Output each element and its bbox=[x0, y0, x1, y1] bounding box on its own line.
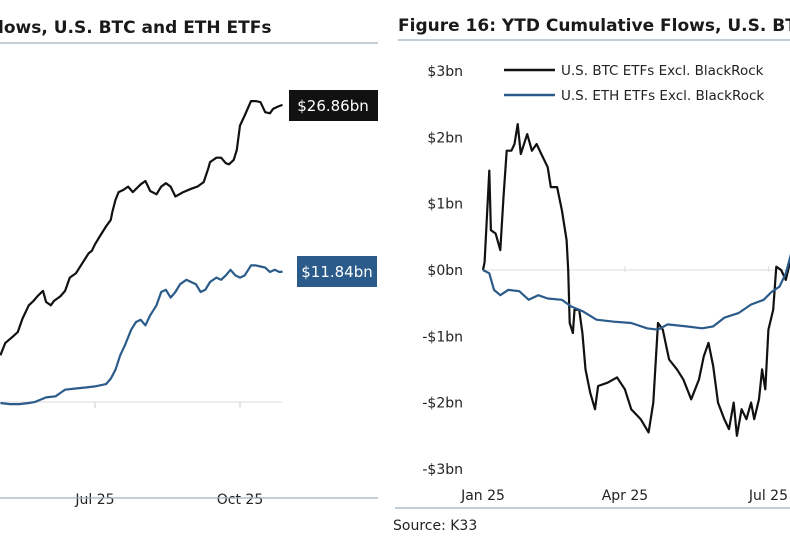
legend: U.S. BTC ETFs Excl. BlackRock U.S. ETH E… bbox=[504, 63, 764, 104]
left-x-tick-label: Oct 25 bbox=[217, 492, 263, 508]
right-y-tick-label: $0bn bbox=[427, 263, 463, 279]
left-series-line-eth bbox=[0, 264, 283, 406]
right-series-line-btc bbox=[481, 123, 790, 437]
left-x-tick-label: Jul 25 bbox=[74, 492, 114, 508]
legend-label-btc: U.S. BTC ETFs Excl. BlackRock bbox=[561, 63, 764, 79]
left-series-line-btc bbox=[0, 100, 283, 356]
btc-end-label: $26.86bn bbox=[297, 97, 369, 115]
right-chart-title: Figure 16: YTD Cumulative Flows, U.S. BT… bbox=[398, 16, 790, 36]
left-chart-title: lows, U.S. BTC and ETH ETFs bbox=[0, 18, 272, 38]
right-y-tick-label: $2bn bbox=[427, 130, 463, 146]
right-y-tick-label: -$2bn bbox=[422, 396, 463, 412]
right-y-tick-label: $3bn bbox=[427, 64, 463, 80]
right-x-tick-label: Jul 25 bbox=[748, 488, 788, 504]
btc-end-label-box bbox=[289, 90, 378, 121]
right-chart: Figure 16: YTD Cumulative Flows, U.S. BT… bbox=[393, 16, 790, 534]
eth-end-label: $11.84bn bbox=[301, 263, 373, 281]
right-x-tick-label: Apr 25 bbox=[602, 488, 648, 504]
right-series-line-eth bbox=[482, 253, 790, 331]
source-note: Source: K33 bbox=[393, 518, 477, 534]
legend-label-eth: U.S. ETH ETFs Excl. BlackRock bbox=[561, 88, 764, 104]
right-y-tick-label: -$1bn bbox=[422, 329, 463, 345]
left-chart: lows, U.S. BTC and ETH ETFs Jul 25 Oct 2… bbox=[0, 18, 378, 508]
eth-end-label-box bbox=[297, 256, 377, 287]
right-x-tick-label: Jan 25 bbox=[460, 488, 505, 504]
right-y-tick-label: $1bn bbox=[427, 197, 463, 213]
right-y-tick-label: -$3bn bbox=[422, 462, 463, 478]
